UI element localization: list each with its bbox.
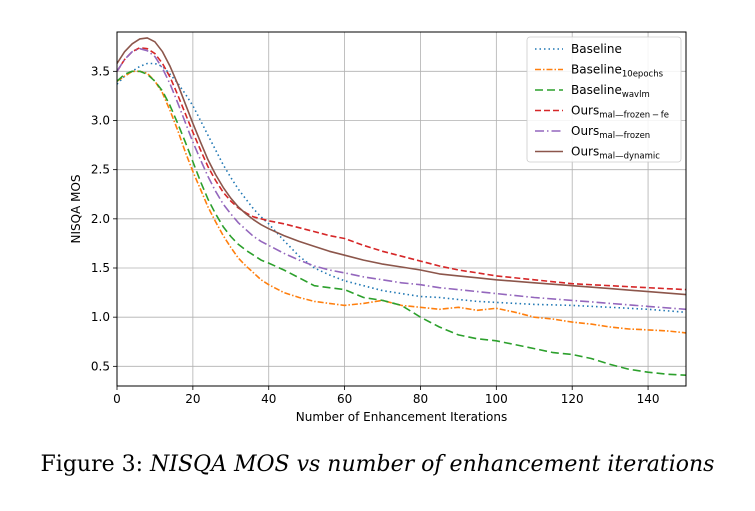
series-line-2 xyxy=(116,70,687,334)
x-tick-label: 40 xyxy=(261,392,276,406)
y-tick-label: 0.5 xyxy=(91,359,110,373)
legend-label-4: Oursmal—frozen − fe xyxy=(571,104,669,121)
series-lines xyxy=(116,37,687,376)
x-tick-label: 60 xyxy=(337,392,352,406)
caption-text: NISQA MOS vs number of enhancement itera… xyxy=(150,452,715,477)
x-axis-label: Number of Enhancement Iterations xyxy=(296,410,507,424)
legend-label-name: Baseline xyxy=(571,42,622,56)
legend-label-6: Oursmal—dynamic xyxy=(571,145,660,162)
legend-label-subscript: wavlm xyxy=(622,90,650,100)
caption-prefix: Figure 3: xyxy=(40,452,151,477)
y-tick-label: 1.0 xyxy=(91,310,110,324)
series-line-1 xyxy=(116,62,687,314)
x-tick-label: 120 xyxy=(561,392,584,406)
legend-label-name: Ours xyxy=(571,145,599,159)
legend-label-name: Ours xyxy=(571,124,599,138)
nisqa-mos-chart: 0 20 40 60 80 100 120 1400.51.01.52.02.53.03.5 … xyxy=(69,31,687,424)
x-tick-label: 80 xyxy=(413,392,428,406)
plot-frame xyxy=(116,31,687,387)
legend-label-subscript: mal—dynamic xyxy=(599,152,660,162)
series-line-5 xyxy=(116,47,687,311)
series-line-3 xyxy=(116,70,687,376)
legend-label-2: Baseline10epochs xyxy=(571,63,664,80)
legend-label-5: Oursmal—frozen xyxy=(571,124,650,141)
legend-label-1: Baseline xyxy=(571,42,622,56)
legend-label-subscript: 10epochs xyxy=(622,70,664,80)
legend-label-name: Ours xyxy=(571,104,599,118)
y-tick-label: 3.5 xyxy=(91,64,110,78)
legend-label-name: Baseline xyxy=(571,63,622,77)
figure-caption: Figure 3: NISQA MOS vs number of enhance… xyxy=(0,452,755,477)
legend-label-name: Baseline xyxy=(571,83,622,97)
axis-ticks: 0 20 40 60 80 100 120 140 0.5 1.0 1.5 2.0 2.5 3.0 3.5 xyxy=(91,64,660,406)
x-tick-label: 100 xyxy=(485,392,508,406)
y-tick-label: 3.0 xyxy=(91,114,110,128)
y-tick-label: 2.5 xyxy=(91,163,110,177)
legend-label-subscript: mal—frozen − fe xyxy=(599,111,669,121)
series-line-4 xyxy=(116,46,687,291)
series-line-6 xyxy=(116,37,687,296)
x-tick-label: 20 xyxy=(185,392,200,406)
y-tick-label: 1.5 xyxy=(91,261,110,275)
x-tick-label: 140 xyxy=(637,392,660,406)
legend: BaselineBaseline10epochsBaselinewavlmOur… xyxy=(526,36,682,163)
legend-box xyxy=(526,36,682,163)
y-axis-label: NISQA MOS xyxy=(69,174,83,243)
legend-label-subscript: mal—frozen xyxy=(599,131,650,141)
x-tick-label: 0 xyxy=(113,392,121,406)
y-tick-label: 2.0 xyxy=(91,212,110,226)
legend-label-3: Baselinewavlm xyxy=(571,83,650,100)
